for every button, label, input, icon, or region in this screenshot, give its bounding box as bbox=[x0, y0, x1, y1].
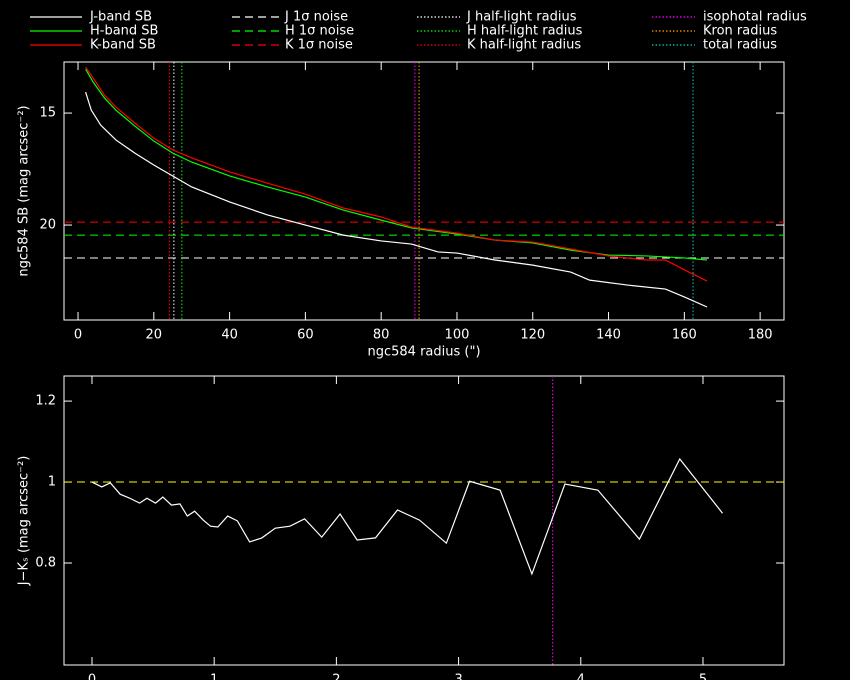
x-tick-label: 3 bbox=[454, 673, 462, 680]
legend-label: K half-light radius bbox=[467, 38, 581, 53]
y-axis-label: ngc584 SB (mag arcsec⁻²) bbox=[17, 105, 32, 276]
y-axis-label: J−Kₛ (mag arcsec⁻²) bbox=[17, 456, 32, 587]
x-tick-label: 40 bbox=[221, 328, 238, 343]
legend-label: J-band SB bbox=[89, 10, 152, 25]
x-tick-label: 2 bbox=[332, 673, 340, 680]
legend-label: isophotal radius bbox=[703, 10, 807, 25]
legend-label: J 1σ noise bbox=[284, 10, 348, 25]
profile-line bbox=[85, 91, 708, 308]
x-tick-label: 160 bbox=[672, 328, 697, 343]
legend-label: H-band SB bbox=[90, 24, 158, 39]
plot-frame bbox=[63, 61, 785, 321]
profile-line bbox=[85, 68, 708, 261]
x-axis-label: ngc584 radius (") bbox=[367, 345, 480, 360]
x-tick-label: 5 bbox=[699, 673, 707, 680]
y-tick-label: 20 bbox=[39, 218, 56, 233]
x-tick-label: 80 bbox=[373, 328, 390, 343]
x-tick-label: 60 bbox=[297, 328, 314, 343]
y-tick-label: 1 bbox=[48, 475, 56, 490]
x-tick-label: 180 bbox=[748, 328, 773, 343]
y-tick-label: 15 bbox=[39, 106, 56, 121]
legend-label: K-band SB bbox=[90, 38, 156, 53]
x-tick-label: 0 bbox=[88, 673, 96, 680]
profile-line bbox=[91, 457, 724, 576]
x-tick-label: 20 bbox=[146, 328, 163, 343]
y-tick-label: 0.8 bbox=[35, 556, 56, 571]
profile-line bbox=[85, 66, 708, 282]
legend-label: H half-light radius bbox=[467, 24, 583, 39]
x-tick-label: 120 bbox=[520, 328, 545, 343]
legend-label: total radius bbox=[703, 38, 777, 53]
legend-label: Kron radius bbox=[703, 24, 777, 39]
x-tick-label: 140 bbox=[596, 328, 621, 343]
x-tick-label: 100 bbox=[445, 328, 470, 343]
legend-label: K 1σ noise bbox=[285, 38, 353, 53]
legend-label: J half-light radius bbox=[466, 10, 577, 25]
legend-label: H 1σ noise bbox=[285, 24, 354, 39]
y-tick-label: 1.2 bbox=[35, 394, 56, 409]
x-tick-label: 0 bbox=[74, 328, 82, 343]
x-tick-label: 1 bbox=[210, 673, 218, 680]
x-tick-label: 4 bbox=[577, 673, 585, 680]
plot-frame bbox=[63, 375, 785, 666]
